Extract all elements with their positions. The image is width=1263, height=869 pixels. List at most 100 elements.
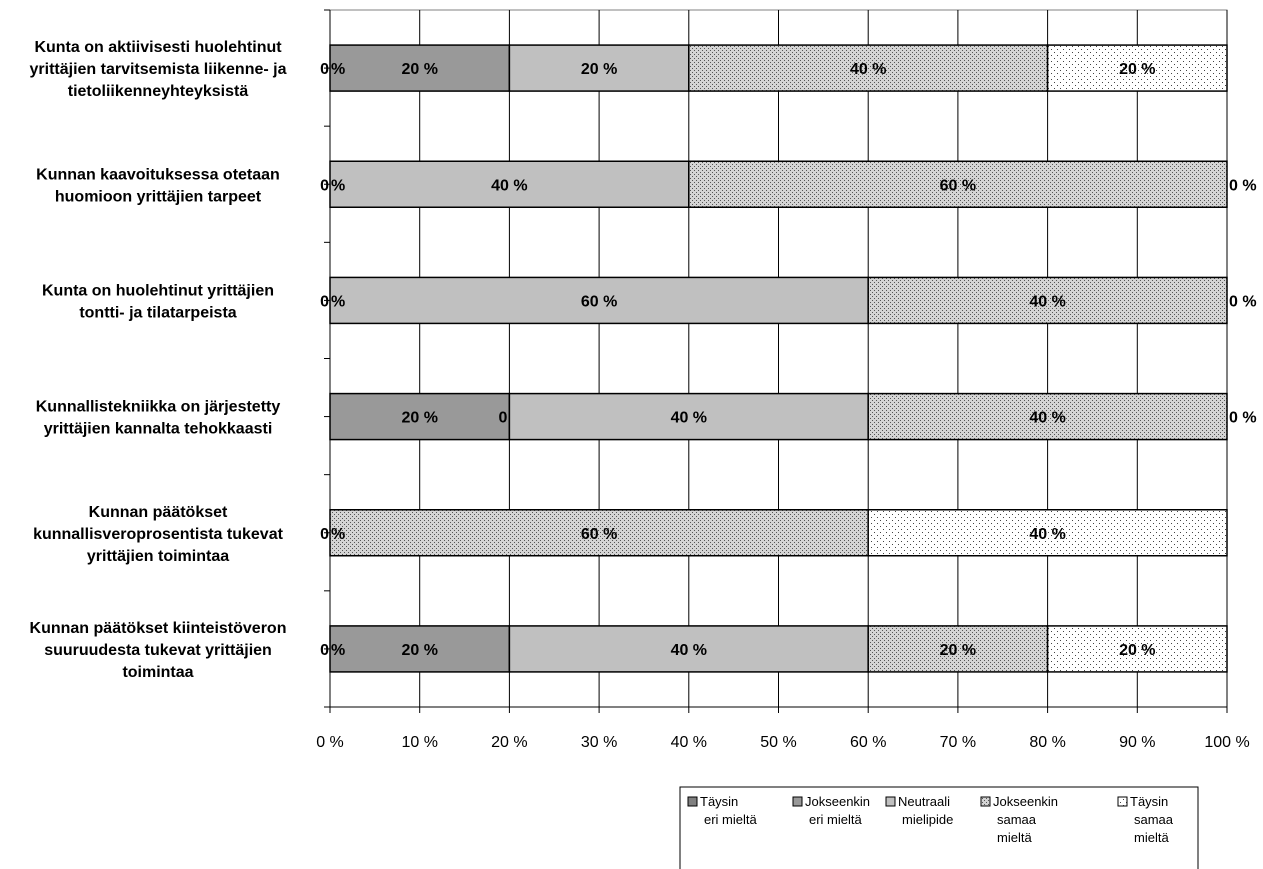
bar-segment-jokseenkin-samaa-mieltä [867,625,1049,673]
data-label: % [331,526,345,543]
category-label-line: Kunnan kaavoituksessa otetaan [36,166,280,183]
legend-label-line: samaa [1134,812,1174,827]
bar-segment-jokseenkin-samaa-mieltä [688,160,1228,208]
data-label: 0 % [1229,293,1257,310]
legend-label-line: Täysin [1130,794,1168,809]
category-label-line: suuruudesta tukevat yrittäjien [44,642,272,659]
data-label: 40 % [1029,293,1065,310]
x-tick-label: 40 % [671,734,707,751]
gridlines [329,9,1228,708]
legend-label: Neutraali mielipide [898,794,953,827]
category-label: Kunta on aktiivisesti huolehtinut yrittäj… [30,39,287,100]
data-label: 40 % [491,177,527,194]
data-label: 20 % [401,410,437,427]
legend-label-line: mieltä [1134,830,1169,845]
x-tick-label: 30 % [581,734,617,751]
x-tick-label: 60 % [850,734,886,751]
data-label: 60 % [581,526,617,543]
bar-segment-jokseenkin-eri-mieltä [329,44,511,92]
category-label: Kunnan päätökset kunnallisveroprosentista… [33,504,284,565]
bar-segment-jokseenkin-samaa-mieltä [329,509,869,557]
data-label: 20 % [1119,61,1155,78]
legend-label: Jokseenkin samaa mieltä [993,794,1058,845]
legend-label-line: Jokseenkin [805,794,870,809]
data-label: % [331,642,345,659]
category-label-line: huomioon yrittäjien tarpeet [55,188,262,205]
axes: 0 % 10 % 20 % 30 % 40 % 50 % 60 % 70 % 80 % 90 % 1… [316,9,1250,751]
category-label-line: Kunnallistekniikka on järjestetty [36,399,281,416]
legend: Täysin eri mieltä Jokseenkin eri mieltä Neut… [679,786,1199,869]
x-tick-label: 90 % [1119,734,1155,751]
bar-segment-jokseenkin-samaa-mieltä [867,276,1228,325]
category-label-line: yrittäjien kannalta tehokkaasti [44,421,273,438]
data-label: 0 [320,642,329,659]
category-label: Kunnallistekniikka on järjestetty yrittäj… [36,399,281,438]
bar-segment-jokseenkin-eri-mieltä [329,625,511,673]
bar-segment-täysin-samaa-mieltä [1046,44,1228,92]
category-label-line: yrittäjien toimintaa [87,548,229,565]
bars [329,44,1228,673]
data-label: 0 [498,410,507,427]
bar-segment-neutraali-mielipide [508,392,869,441]
data-label: 0 [320,61,329,78]
category-label: Kunta on huolehtinut yrittäjien tontti- j… [42,282,274,321]
legend-label-line: eri mieltä [704,812,758,827]
x-tick-label: 0 % [316,734,344,751]
legend-swatch [980,796,991,807]
bar-segment-jokseenkin-samaa-mieltä [867,392,1228,441]
data-label: 20 % [940,642,976,659]
category-label-line: Kunnan päätökset [89,504,228,521]
category-label-line: toimintaa [122,664,193,681]
x-tick-label: 70 % [940,734,976,751]
data-label: % [331,177,345,194]
data-label: 40 % [1029,526,1065,543]
legend-label-line: mieltä [997,830,1032,845]
legend-label-line: Jokseenkin [993,794,1058,809]
data-label: 40 % [1029,410,1065,427]
legend-label-line: eri mieltä [809,812,863,827]
category-label: Kunnan kaavoituksessa otetaan huomioon yr… [36,166,280,205]
bar-segment-jokseenkin-eri-mieltä [329,392,511,441]
category-label-line: Kunta on huolehtinut yrittäjien [42,282,274,299]
x-tick-label: 50 % [760,734,796,751]
category-label-line: tontti- ja tilatarpeista [79,304,236,321]
data-label: 0 % [1229,410,1257,427]
legend-label: Jokseenkin eri mieltä [805,794,870,827]
category-label-line: Kunnan päätökset kiinteistöveron [30,620,287,637]
data-label: 20 % [401,642,437,659]
legend-swatch [885,796,896,807]
data-label: % [331,61,345,78]
category-label-line: tietoliikenneyhteyksistä [68,83,249,100]
category-label: Kunnan päätökset kiinteistöveron suuruude… [30,620,287,681]
bar-segment-neutraali-mielipide [329,160,690,208]
data-label: 60 % [581,293,617,310]
x-tick-label: 80 % [1029,734,1065,751]
legend-label-line: Täysin [700,794,738,809]
bar-segment-täysin-samaa-mieltä [867,509,1228,557]
legend-swatch [1117,796,1128,807]
data-label: 40 % [671,642,707,659]
bar-segment-jokseenkin-samaa-mieltä [688,44,1049,92]
category-label-line: kunnallisveroprosentista tukevat [33,526,284,543]
legend-label-line: Neutraali [898,794,950,809]
x-tick-label: 10 % [401,734,437,751]
category-label-line: Kunta on aktiivisesti huolehtinut [34,39,282,56]
data-label: 60 % [940,177,976,194]
category-label-line: yrittäjien tarvitsemista liikenne- ja [30,61,287,78]
labels: Kunta on aktiivisesti huolehtinut yrittäj… [30,39,1257,681]
legend-label-line: mielipide [902,812,953,827]
data-label: 20 % [581,61,617,78]
x-tick-label: 20 % [491,734,527,751]
data-label: 20 % [401,61,437,78]
legend-label: Täysin samaa mieltä [1130,794,1174,845]
data-label: 20 % [1119,642,1155,659]
legend-swatch [687,796,698,807]
bar-segment-täysin-samaa-mieltä [1046,625,1228,673]
data-label: 0 [320,293,329,310]
legend-box [679,786,1199,869]
data-label: % [331,293,345,310]
data-label: 40 % [671,410,707,427]
data-label: 40 % [850,61,886,78]
x-tick-label: 100 % [1204,734,1249,751]
